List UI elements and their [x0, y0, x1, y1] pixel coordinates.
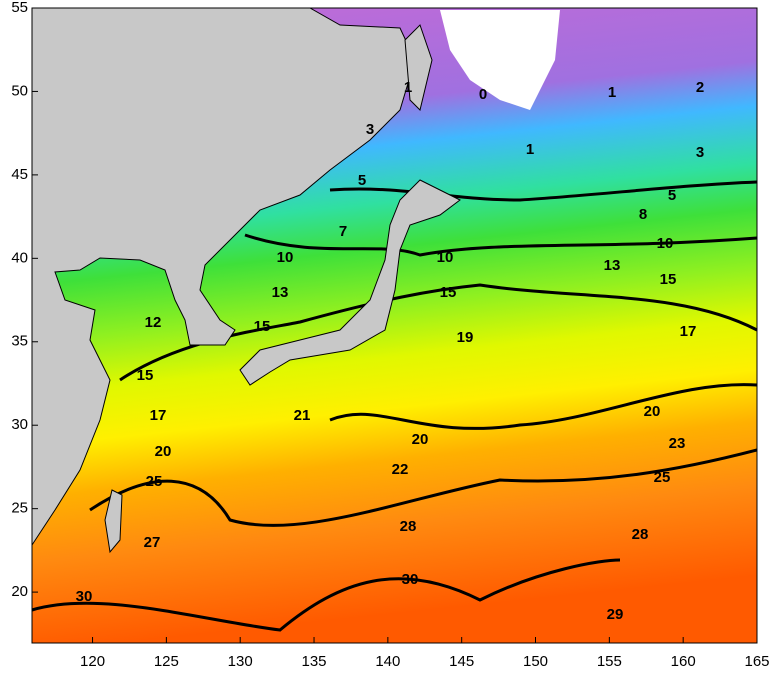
y-tick-label: 20 [11, 583, 28, 600]
contour-label: 28 [400, 518, 417, 535]
contour-label: 29 [607, 606, 624, 623]
x-tick-label: 125 [154, 653, 179, 670]
contour-label: 15 [137, 367, 154, 384]
y-tick-label: 35 [11, 333, 28, 350]
contour-label: 19 [457, 329, 474, 346]
contour-label: 15 [660, 271, 677, 288]
y-tick-label: 40 [11, 249, 28, 266]
contour-label: 5 [668, 187, 676, 204]
y-tick-label: 45 [11, 166, 28, 183]
contour-label: 25 [146, 473, 163, 490]
map-frame [31, 7, 758, 644]
x-tick-label: 150 [523, 653, 548, 670]
contour-label: 20 [644, 403, 661, 420]
contour-label: 5 [358, 172, 366, 189]
contour-label: 1 [608, 84, 616, 101]
contour-label: 2 [696, 79, 704, 96]
contour-label: 10 [437, 249, 454, 266]
contour-label: 23 [669, 435, 686, 452]
x-tick-label: 140 [375, 653, 400, 670]
contour-label: 30 [402, 571, 419, 588]
y-tick-label: 50 [11, 82, 28, 99]
contour-label: 22 [392, 461, 409, 478]
x-tick-label: 165 [744, 653, 769, 670]
contour-label: 12 [145, 314, 162, 331]
y-tick-label: 25 [11, 500, 28, 517]
contour-label: 28 [632, 526, 649, 543]
y-tick-label: 30 [11, 416, 28, 433]
contour-label: 30 [76, 588, 93, 605]
contour-label: 1 [526, 141, 534, 158]
contour-label: 10 [277, 249, 294, 266]
contour-label: 15 [440, 284, 457, 301]
map-field [32, 8, 757, 643]
contour-label: 20 [155, 443, 172, 460]
x-tick-label: 135 [302, 653, 327, 670]
contour-label: 17 [150, 407, 167, 424]
contour-label: 27 [144, 534, 161, 551]
contour-label: 21 [294, 407, 311, 424]
contour-label: 13 [272, 284, 289, 301]
x-tick-label: 130 [228, 653, 253, 670]
contour-label: 13 [604, 257, 621, 274]
contour-label: 10 [657, 235, 674, 252]
contour-label: 1 [404, 79, 412, 96]
contour-label: 8 [639, 206, 647, 223]
x-tick-label: 120 [80, 653, 105, 670]
contour-label: 17 [680, 323, 697, 340]
x-tick-label: 145 [449, 653, 474, 670]
contour-label: 3 [366, 121, 374, 138]
contour-label: 20 [412, 431, 429, 448]
x-tick-label: 155 [597, 653, 622, 670]
contour-label: 15 [254, 318, 271, 335]
y-tick-label: 55 [11, 0, 28, 16]
x-tick-label: 160 [671, 653, 696, 670]
contour-label: 25 [654, 469, 671, 486]
contour-label: 0 [479, 86, 487, 103]
contour-label: 7 [339, 223, 347, 240]
contour-label: 3 [696, 144, 704, 161]
